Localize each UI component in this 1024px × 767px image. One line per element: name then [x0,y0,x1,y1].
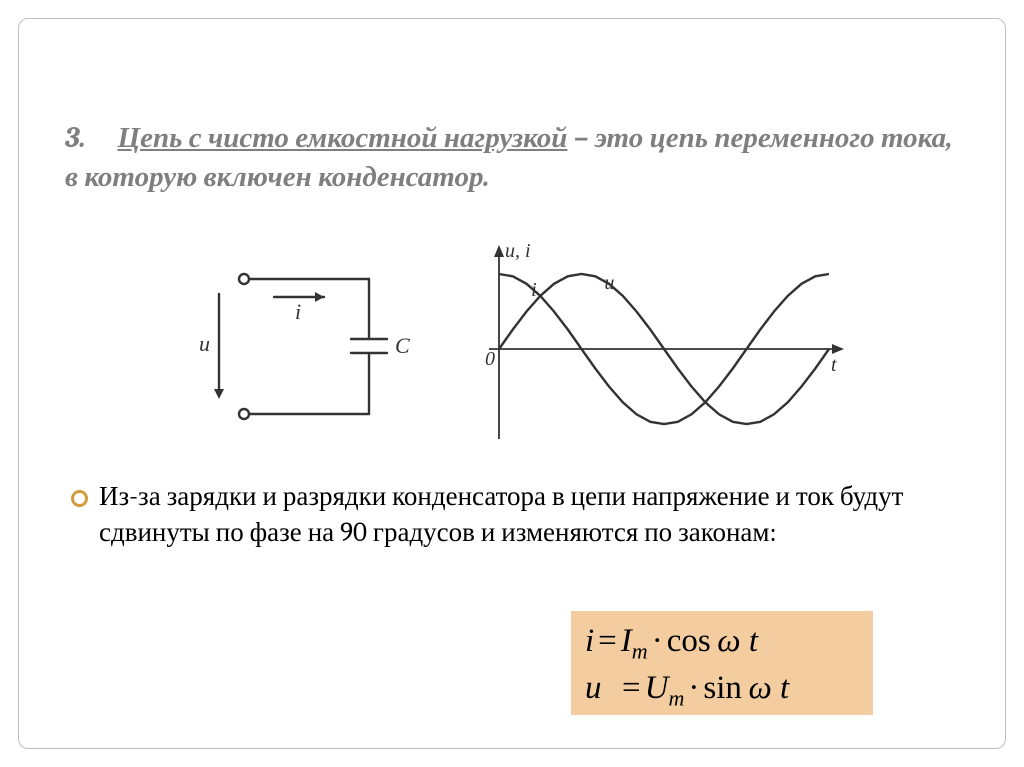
slide-frame: 3. Цепь с чисто емкостной нагрузкой – эт… [18,18,1006,749]
heading-number: 3. [65,122,86,155]
heading-underlined: Цепь с чисто емкостной нагрузкой [118,122,568,155]
axis-label-y: u, i [505,240,531,262]
waveform-graph: u, i t 0 i u [485,240,844,439]
curve-label-i: i [531,279,537,301]
heading: 3. Цепь с чисто емкостной нагрузкой – эт… [65,119,965,197]
formula-box: i=Im·cos ω t u =Um·sin ω t [571,611,873,715]
label-c: C [395,333,410,358]
curve-label-u: u [604,272,614,294]
label-i: i [295,299,301,324]
bullet-text: Из-за зарядки и разрядки конденсатора в … [65,479,965,552]
circuit-labels: u i C [199,299,410,358]
diagram-svg: u i C u, i t 0 i [189,239,849,459]
bullet-block: Из-за зарядки и разрядки конденсатора в … [65,479,965,552]
axis-label-origin: 0 [485,348,495,370]
label-u: u [199,331,210,356]
axis-label-x: t [831,354,837,376]
diagram-area: u i C u, i t 0 i [189,239,849,459]
formula-2: u =Um·sin ω t [585,666,859,713]
circuit-diagram [214,274,387,419]
formula-1: i=Im·cos ω t [585,619,859,666]
